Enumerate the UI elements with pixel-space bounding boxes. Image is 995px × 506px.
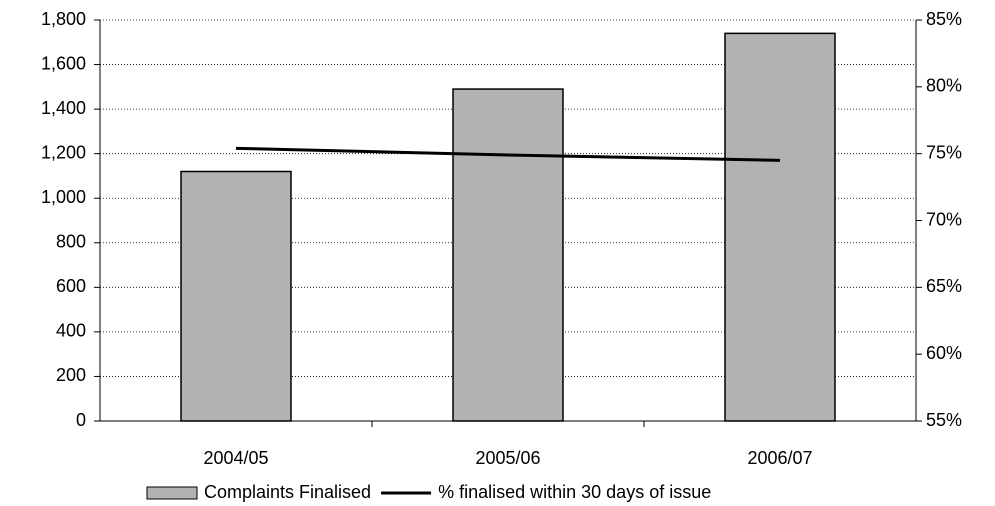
y2-tick-label: 85% xyxy=(926,9,962,29)
y2-tick-label: 80% xyxy=(926,76,962,96)
bar xyxy=(452,88,564,422)
legend-swatch xyxy=(146,486,198,500)
y-tick-label: 1,400 xyxy=(41,98,86,118)
bar xyxy=(724,32,836,422)
y2-tick-label: 70% xyxy=(926,209,962,229)
y-tick-label: 1,000 xyxy=(41,187,86,207)
x-tick-label: 2006/07 xyxy=(747,448,812,468)
y2-tick-label: 65% xyxy=(926,276,962,296)
bar xyxy=(180,170,292,422)
y-tick-label: 600 xyxy=(56,276,86,296)
y-tick-label: 800 xyxy=(56,232,86,252)
y-tick-label: 200 xyxy=(56,365,86,385)
y-tick-label: 1,200 xyxy=(41,142,86,162)
x-tick-label: 2005/06 xyxy=(475,448,540,468)
y-tick-label: 0 xyxy=(76,410,86,430)
y-tick-label: 1,800 xyxy=(41,9,86,29)
legend-label: % finalised within 30 days of issue xyxy=(438,482,711,502)
line xyxy=(235,146,781,162)
y2-tick-label: 75% xyxy=(926,142,962,162)
y-tick-label: 400 xyxy=(56,321,86,341)
y2-tick-label: 60% xyxy=(926,343,962,363)
y-tick-label: 1,600 xyxy=(41,53,86,73)
x-tick-label: 2004/05 xyxy=(203,448,268,468)
legend-label: Complaints Finalised xyxy=(204,482,371,502)
y2-tick-label: 55% xyxy=(926,410,962,430)
